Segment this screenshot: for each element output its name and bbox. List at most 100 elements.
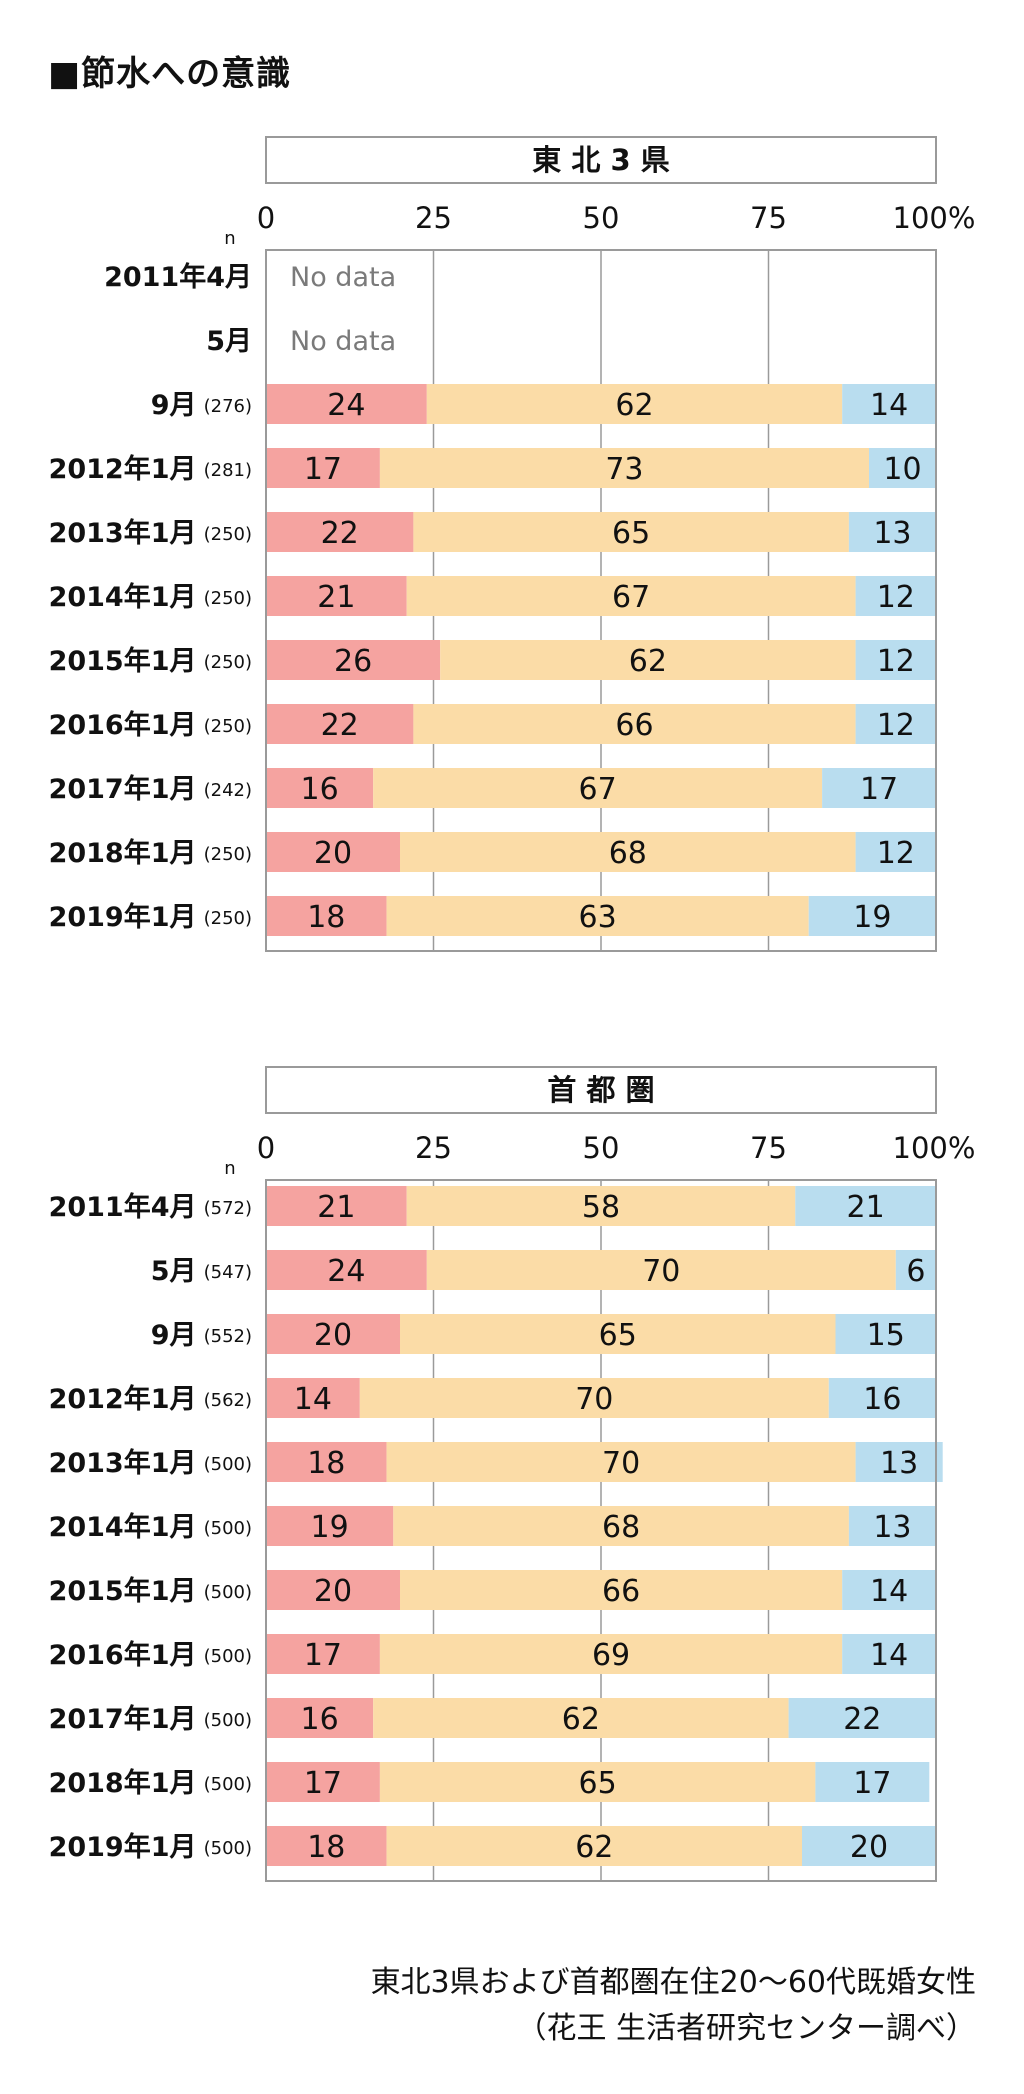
row-n-value: (500) bbox=[204, 1518, 252, 1539]
bar-segment-3 bbox=[848, 1506, 936, 1546]
bar-segment-1 bbox=[266, 1698, 374, 1738]
bar-segment-2 bbox=[426, 1250, 896, 1290]
bar-segment-3 bbox=[855, 640, 936, 680]
bar-segment-1 bbox=[266, 640, 441, 680]
page-title: ■節水への意識 bbox=[48, 54, 292, 94]
bar-segment-2 bbox=[400, 1570, 843, 1610]
bar-segment-2 bbox=[406, 1186, 796, 1226]
bar-value-label: 12 bbox=[877, 836, 915, 871]
bar-value-label: 18 bbox=[307, 1446, 345, 1481]
bar-value-label: 20 bbox=[850, 1830, 888, 1865]
bar-segment-1 bbox=[266, 576, 407, 616]
bar-value-label: 17 bbox=[304, 1638, 342, 1673]
bar-value-label: 14 bbox=[870, 1638, 908, 1673]
chart-title-box bbox=[265, 136, 937, 184]
bar-segment-1 bbox=[266, 1506, 394, 1546]
x-tick-label: 0 bbox=[257, 1131, 275, 1165]
bar-value-label: 14 bbox=[870, 388, 908, 423]
bar-segment-2 bbox=[413, 704, 856, 744]
x-tick-label: 0 bbox=[257, 201, 275, 235]
bar-segment-1 bbox=[266, 512, 414, 552]
bar-value-label: 65 bbox=[599, 1318, 637, 1353]
row-label: 2013年1月 bbox=[49, 1447, 197, 1479]
row-n-value: (500) bbox=[204, 1774, 252, 1795]
chart-title: 東 北 3 県 bbox=[532, 143, 669, 177]
bar-value-label: 16 bbox=[863, 1382, 901, 1417]
bar-value-label: 24 bbox=[327, 1254, 365, 1289]
bar-value-label: 14 bbox=[294, 1382, 332, 1417]
bar-value-label: 66 bbox=[602, 1574, 640, 1609]
x-tick-label: 50 bbox=[583, 201, 620, 235]
bar-value-label: 18 bbox=[307, 900, 345, 935]
bar-segment-3 bbox=[802, 1826, 936, 1866]
bar-segment-1 bbox=[266, 1314, 400, 1354]
n-axis-label: n bbox=[224, 228, 235, 249]
bar-value-label: 21 bbox=[317, 580, 355, 615]
x-tick-label: 100% bbox=[893, 201, 976, 235]
footer-sample-note: 東北3県および首都圏在住20〜60代既婚女性 bbox=[370, 1965, 976, 2000]
bar-value-label: 67 bbox=[612, 580, 650, 615]
bar-value-label: 63 bbox=[579, 900, 617, 935]
bar-value-label: 65 bbox=[579, 1766, 617, 1801]
row-label: 2012年1月 bbox=[49, 1383, 197, 1415]
bar-segment-2 bbox=[426, 384, 843, 424]
bar-segment-3 bbox=[795, 1186, 936, 1226]
row-label: 2019年1月 bbox=[49, 1831, 197, 1863]
bar-segment-1 bbox=[266, 1250, 427, 1290]
bar-value-label: 70 bbox=[575, 1382, 613, 1417]
row-label: 2014年1月 bbox=[49, 581, 197, 613]
bar-segment-1 bbox=[266, 448, 380, 488]
bar-segment-3 bbox=[842, 384, 936, 424]
x-tick-label: 50 bbox=[583, 1131, 620, 1165]
bar-value-label: 21 bbox=[317, 1190, 355, 1225]
bar-value-label: 18 bbox=[307, 1830, 345, 1865]
plot-frame bbox=[265, 1179, 937, 1882]
no-data-label: No data bbox=[290, 326, 396, 357]
bar-value-label: 15 bbox=[867, 1318, 905, 1353]
bar-segment-2 bbox=[400, 1314, 836, 1354]
bar-segment-3 bbox=[808, 896, 936, 936]
bar-segment-3 bbox=[815, 1762, 930, 1802]
bar-value-label: 62 bbox=[562, 1702, 600, 1737]
row-n-value: (547) bbox=[204, 1262, 252, 1283]
row-n-value: (572) bbox=[204, 1198, 252, 1219]
bar-segment-3 bbox=[855, 704, 936, 744]
bar-value-label: 6 bbox=[906, 1254, 925, 1289]
footer-source-note: （花王 生活者研究センター調べ） bbox=[516, 2011, 976, 2046]
bar-value-label: 13 bbox=[880, 1446, 918, 1481]
row-label: 2012年1月 bbox=[49, 453, 197, 485]
bar-segment-1 bbox=[266, 1378, 360, 1418]
row-n-value: (250) bbox=[204, 524, 252, 545]
x-tick-label: 75 bbox=[750, 201, 787, 235]
bar-value-label: 21 bbox=[847, 1190, 885, 1225]
row-n-value: (250) bbox=[204, 588, 252, 609]
row-n-value: (250) bbox=[204, 652, 252, 673]
row-label: 2017年1月 bbox=[49, 773, 197, 805]
bar-value-label: 19 bbox=[311, 1510, 349, 1545]
row-n-value: (562) bbox=[204, 1390, 252, 1411]
bar-segment-1 bbox=[266, 1634, 380, 1674]
row-label: 2016年1月 bbox=[49, 709, 197, 741]
bar-segment-3 bbox=[842, 1634, 936, 1674]
bar-value-label: 13 bbox=[873, 516, 911, 551]
bar-value-label: 10 bbox=[883, 452, 921, 487]
x-tick-label: 100% bbox=[893, 1131, 976, 1165]
bar-segment-3 bbox=[855, 832, 936, 872]
bar-value-label: 69 bbox=[592, 1638, 630, 1673]
bar-segment-2 bbox=[373, 1698, 789, 1738]
bar-segment-3 bbox=[855, 1442, 943, 1482]
row-n-value: (500) bbox=[204, 1838, 252, 1859]
bar-value-label: 66 bbox=[615, 708, 653, 743]
bar-value-label: 62 bbox=[629, 644, 667, 679]
bar-segment-3 bbox=[848, 512, 936, 552]
bar-segment-2 bbox=[386, 1826, 802, 1866]
bar-segment-1 bbox=[266, 1826, 387, 1866]
row-label: 2016年1月 bbox=[49, 1639, 197, 1671]
row-n-value: (281) bbox=[204, 460, 252, 481]
row-n-value: (250) bbox=[204, 716, 252, 737]
bar-segment-2 bbox=[400, 832, 856, 872]
bar-segment-1 bbox=[266, 704, 414, 744]
bar-segment-2 bbox=[413, 512, 849, 552]
bar-segment-3 bbox=[842, 1570, 936, 1610]
chart-tohoku: 東 北 3 県 0 25 50 75 100% n 2011年4月 No data 5月 No da… bbox=[49, 136, 976, 952]
